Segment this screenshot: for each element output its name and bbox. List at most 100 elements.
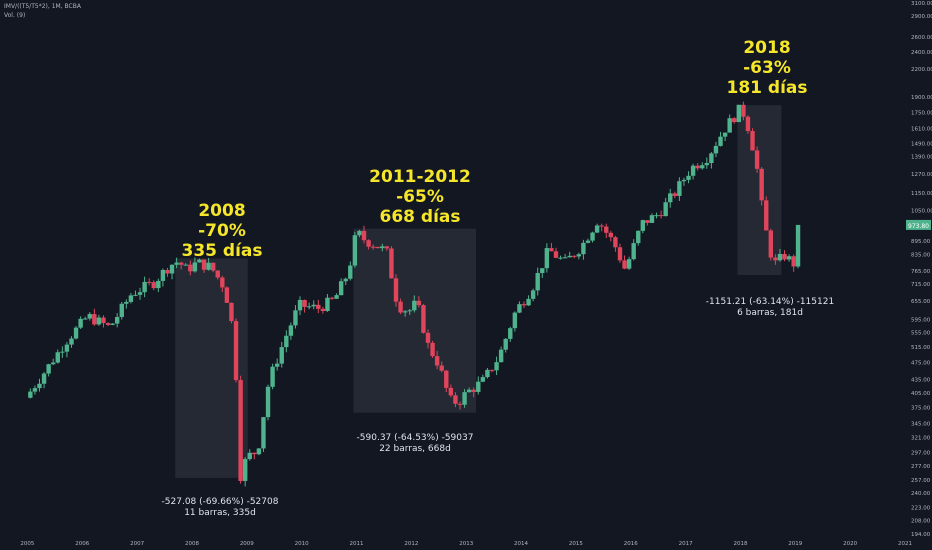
symbol-label[interactable]: IMV/((T5/T5*2), 1M, BCBA: [4, 3, 81, 10]
price-tick-label: 2600.00: [911, 35, 932, 41]
time-tick-label: 2006: [75, 541, 89, 547]
candle-body: [128, 295, 134, 302]
candle-body: [343, 278, 348, 282]
candle-body: [608, 232, 614, 238]
time-tick-label: 2015: [569, 541, 583, 547]
price-tick-label: 257.00: [911, 478, 931, 484]
candle-body: [562, 257, 568, 259]
price-tick-label: 1390.00: [911, 155, 932, 161]
time-tick-label: 2007: [130, 541, 144, 547]
candle-body: [73, 327, 79, 339]
candle-body: [247, 452, 252, 460]
candle-body: [146, 281, 152, 283]
time-tick-label: 2012: [404, 541, 418, 547]
measure-change: -527.08 (-69.66%) -52708: [161, 497, 279, 507]
time-axis: 2005 2006 2007 2008 2009 2010 2011 2012 2013 2014…: [20, 541, 912, 547]
candle-body: [325, 297, 330, 311]
candle-body: [60, 351, 65, 353]
candle-body: [434, 356, 440, 366]
candle-body: [55, 352, 60, 363]
candle-body: [631, 243, 636, 260]
price-tick-label: 321.00: [911, 436, 931, 442]
candle-body: [540, 268, 545, 274]
candle-body: [370, 246, 376, 248]
candle-body: [686, 175, 691, 180]
measure-bars: 22 barras, 668d: [379, 444, 451, 454]
candle-body: [471, 389, 476, 392]
candle-body: [169, 264, 175, 274]
price-tick-label: 1150.00: [911, 191, 932, 197]
candle-body: [599, 225, 604, 227]
price-tick-label: 2200.00: [911, 67, 932, 73]
annotation-year: 2008: [198, 201, 246, 221]
annotation-2011-2012: 2011-2012 -65% 668 días: [355, 167, 485, 227]
candle-body: [530, 290, 536, 299]
candle-body: [165, 269, 170, 274]
candle-body: [407, 310, 412, 312]
candle-body: [462, 392, 467, 405]
candle-body: [233, 321, 239, 381]
candle-body: [453, 395, 458, 404]
time-tick-label: 2021: [898, 541, 912, 547]
candle-body: [508, 328, 513, 339]
candle-body: [192, 262, 198, 272]
candle-body: [617, 247, 623, 261]
candle-body: [567, 255, 572, 258]
candle-body: [626, 259, 632, 269]
candle-body: [393, 278, 399, 302]
measure-bars: 11 barras, 335d: [184, 508, 256, 518]
candle-body: [274, 363, 280, 367]
candle-body: [526, 298, 531, 306]
candle-body: [677, 181, 682, 196]
price-tick-label: 223.00: [911, 505, 931, 511]
price-tick-label: 194.00: [911, 532, 931, 538]
candle-body: [430, 342, 435, 357]
candle-body: [658, 215, 664, 217]
price-tick-label: 2400.00: [911, 50, 932, 56]
price-tick-label: 2900.00: [911, 14, 932, 20]
candle-body: [594, 225, 600, 233]
price-tick-label: 345.00: [911, 422, 931, 428]
candle-body: [210, 262, 216, 271]
last-price-tag: 973.80: [906, 219, 931, 230]
candle-body: [704, 163, 710, 166]
time-tick-label: 2005: [20, 541, 34, 547]
annotation-days: 668 días: [379, 207, 461, 227]
price-tick-label: 1900.00: [911, 95, 932, 101]
candle-body: [252, 452, 257, 455]
candle-body: [576, 254, 582, 257]
candle-body: [503, 338, 508, 350]
candle-body: [87, 314, 92, 319]
candle-body: [279, 347, 284, 364]
price-tick-label: 515.00: [911, 345, 931, 351]
annotation-year: 2018: [743, 38, 791, 58]
price-tick-label: 835.00: [911, 252, 931, 258]
candle-body: [174, 262, 179, 265]
candle-body: [114, 316, 120, 324]
candle-body: [695, 165, 700, 169]
candle-body: [201, 259, 207, 270]
candle-body: [316, 304, 321, 309]
price-tick-label: 475.00: [911, 360, 931, 366]
candle-body: [535, 273, 540, 291]
candle-body: [553, 251, 559, 258]
candle-body: [512, 312, 518, 329]
candle-body: [105, 323, 111, 325]
candle-body: [636, 230, 641, 244]
price-tick-label: 240.00: [911, 491, 931, 497]
candle-body: [741, 104, 746, 117]
measure-bars: 6 barras, 181d: [737, 308, 803, 318]
price-tick-label: 1750.00: [911, 111, 932, 117]
volume-label[interactable]: Vol. (9): [4, 12, 26, 19]
candle-body: [613, 237, 618, 248]
candle-body: [421, 305, 426, 333]
time-tick-label: 2016: [624, 541, 638, 547]
candle-body: [206, 262, 211, 270]
candle-body: [92, 314, 97, 325]
candle-body: [220, 277, 225, 288]
price-tick-label: 208.00: [911, 519, 931, 525]
candle-body: [178, 262, 184, 265]
time-tick-label: 2018: [733, 541, 747, 547]
candle-body: [224, 287, 230, 303]
